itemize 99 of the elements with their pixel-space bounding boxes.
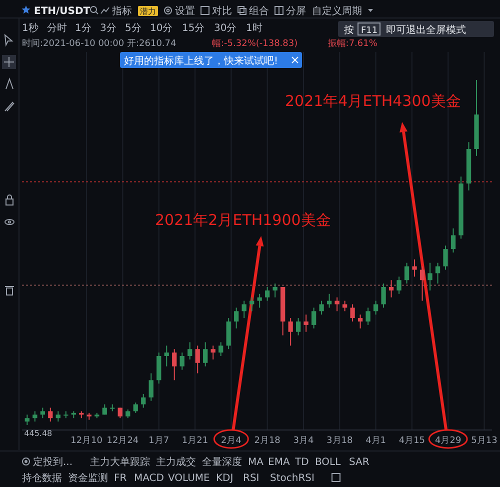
- text: 幅:-5.32%(-138.83): [212, 38, 298, 49]
- text: 15分: [182, 22, 205, 34]
- candlestick: [242, 300, 246, 319]
- candlestick: [188, 342, 192, 360]
- candlestick: [40, 407, 45, 419]
- text: 全量深度: [202, 456, 242, 468]
- text: 振幅:7.61%: [328, 38, 378, 49]
- text: 分屏: [286, 5, 306, 17]
- text: 主力成交: [156, 456, 196, 468]
- candlestick: [210, 345, 216, 360]
- text: EMA: [268, 457, 290, 468]
- text: 30分: [214, 22, 237, 34]
- annotation: 2021年4月ETH4300美金: [285, 92, 461, 110]
- x-tick-label: 12月10: [70, 436, 103, 446]
- text: 5分: [125, 22, 142, 34]
- candlestick: [234, 307, 239, 329]
- candlestick: [203, 342, 208, 367]
- candlestick: [218, 342, 224, 356]
- candlestick: [366, 307, 370, 326]
- candlestick: [435, 262, 440, 284]
- candlestick: [172, 348, 177, 381]
- text: 对比: [212, 5, 232, 17]
- candlestick: [311, 307, 316, 329]
- candlestick: [288, 318, 293, 346]
- candlestick: [133, 402, 138, 414]
- text: 3分: [100, 22, 116, 34]
- text: 即可退出全屏模式: [386, 24, 466, 36]
- text: 1时: [246, 22, 262, 34]
- x-tick-label: 4月1: [366, 436, 386, 446]
- candlestick: [450, 228, 456, 253]
- candlestick: [420, 266, 425, 302]
- candlestick: [358, 314, 363, 329]
- text: 主力大单跟踪: [90, 456, 150, 468]
- candlestick: [24, 414, 30, 426]
- x-tick-label: 2月4: [220, 436, 242, 446]
- candlestick: [148, 372, 154, 402]
- candlestick: [326, 293, 332, 308]
- text: TD: [294, 457, 310, 468]
- candlestick: [428, 262, 432, 291]
- candlestick: [32, 410, 38, 422]
- x-tick-label: 2月18: [254, 436, 281, 446]
- text: StochRSI: [270, 473, 314, 484]
- text: 指标: [111, 5, 132, 17]
- x-tick-label: 1月7: [148, 436, 170, 446]
- text: 持仓数据: [22, 472, 62, 484]
- text: 10分: [150, 22, 173, 34]
- candlestick: [272, 283, 278, 298]
- x-tick-label: 12月24: [106, 436, 139, 446]
- candlestick: [319, 300, 324, 316]
- candlestick: [334, 296, 340, 312]
- annotation: 2021年2月ETH1900美金: [155, 211, 331, 229]
- candlestick: [304, 314, 308, 332]
- x-tick-label: 4月29: [435, 436, 462, 446]
- text: RSI: [243, 473, 260, 484]
- text: 1秒: [22, 22, 38, 34]
- candlestick: [373, 300, 378, 316]
- text: 资金监测: [68, 472, 108, 484]
- text: F11: [361, 26, 378, 36]
- x-tick-label: 1月21: [182, 436, 208, 446]
- candlestick: [48, 407, 53, 422]
- text: 定投到...: [33, 456, 73, 468]
- candlestick: [250, 296, 254, 312]
- text: 分时: [47, 22, 67, 34]
- text: 好用的指标库上线了，快来试试吧!: [124, 55, 278, 67]
- text: 潜力: [140, 7, 156, 16]
- annotation: 445.48: [24, 429, 52, 438]
- candlestick: [141, 393, 146, 408]
- text: FR: [114, 473, 127, 484]
- candlestick: [195, 345, 200, 374]
- x-tick-label: 4月15: [398, 436, 426, 446]
- candlestick: [296, 318, 301, 336]
- candlestick: [404, 262, 410, 284]
- chart-subtitle: 时间:2021-06-10 00:00 开:2610.74: [22, 38, 177, 49]
- candlestick: [412, 258, 417, 278]
- candlestick: [257, 293, 262, 308]
- text: KDJ: [216, 473, 234, 484]
- text: 自定义周期: [312, 5, 362, 17]
- candlestick: [180, 352, 184, 370]
- text: MACD: [134, 473, 164, 484]
- candlestick: [381, 283, 386, 308]
- text: MA: [248, 457, 264, 468]
- candlestick: [164, 345, 169, 367]
- x-tick-label: 5月13: [471, 436, 498, 446]
- text: BOLL: [315, 457, 342, 468]
- x-tick-label: 3月4: [293, 436, 314, 446]
- text: 1分: [75, 22, 92, 34]
- text: 组合: [249, 5, 269, 17]
- x-tick-label: 3月18: [326, 436, 353, 446]
- candlestick: [350, 304, 355, 322]
- chart-title: ETH/USDT: [34, 6, 90, 17]
- text: VOLUME: [168, 473, 210, 484]
- candlestick: [388, 280, 394, 298]
- text: SAR: [349, 457, 370, 468]
- candlestick: [443, 245, 448, 270]
- candlestick: [396, 276, 402, 294]
- text: 按: [344, 24, 354, 36]
- candlestick: [56, 410, 60, 422]
- text: 设置: [175, 5, 195, 17]
- candlestick: [265, 286, 270, 302]
